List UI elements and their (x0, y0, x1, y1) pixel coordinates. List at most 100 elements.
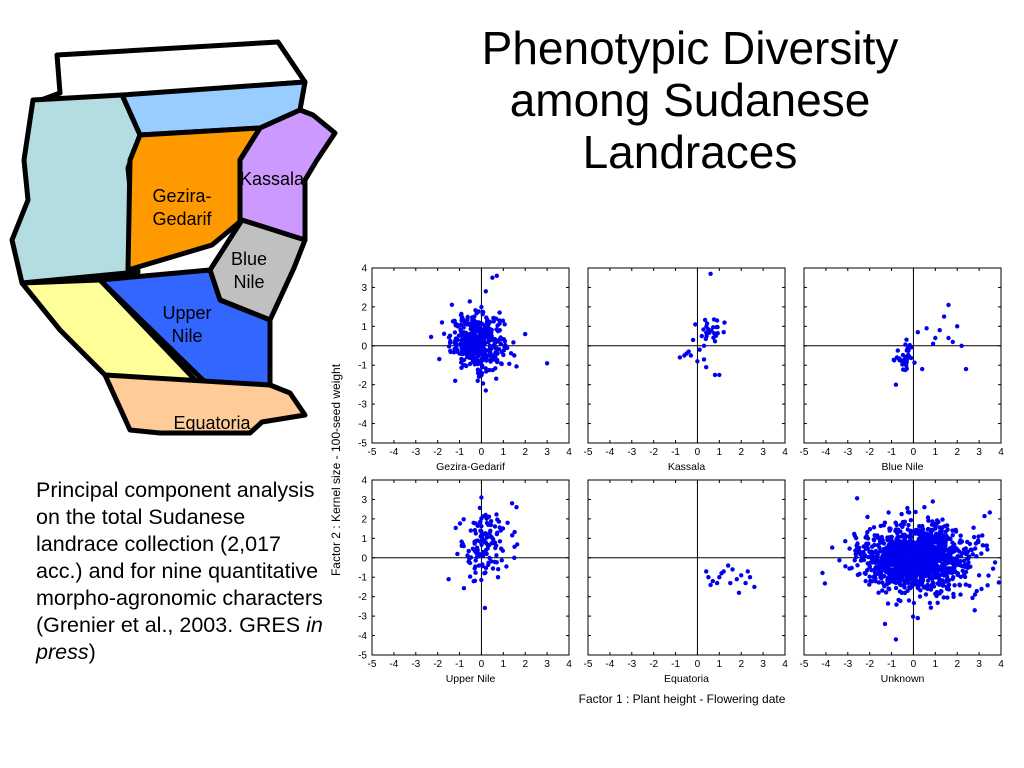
data-point (902, 590, 908, 596)
data-point (915, 330, 920, 335)
y-tick-label: 1 (361, 534, 367, 545)
x-tick-label: 2 (954, 447, 960, 458)
data-point (901, 571, 906, 576)
data-point (712, 339, 718, 344)
data-point (952, 583, 957, 588)
data-point (904, 556, 909, 562)
data-point (473, 539, 478, 544)
data-point (922, 538, 927, 543)
data-point (936, 575, 941, 581)
data-point (890, 574, 896, 579)
map-label: Upper (162, 303, 211, 323)
data-point (904, 576, 909, 581)
data-point (441, 331, 447, 336)
data-point (934, 590, 940, 595)
data-point (908, 573, 914, 578)
data-point (885, 535, 890, 540)
data-point (857, 571, 862, 577)
x-tick-label: -4 (389, 447, 398, 458)
panel-name: Blue Nile (881, 461, 923, 473)
data-point (933, 552, 939, 557)
data-point (906, 354, 911, 359)
data-point (484, 353, 489, 358)
data-point (953, 559, 958, 564)
data-point (930, 519, 935, 524)
data-point (924, 326, 929, 331)
data-point (514, 505, 519, 510)
data-point (475, 370, 481, 376)
data-point (941, 553, 946, 558)
data-point (936, 549, 941, 554)
x-tick-label: -2 (865, 659, 874, 670)
data-point (512, 529, 517, 535)
data-point (490, 566, 496, 571)
data-point (446, 577, 451, 582)
data-point (913, 575, 919, 580)
data-point (461, 357, 467, 363)
data-point (937, 525, 942, 530)
x-tick-label: -4 (821, 447, 830, 458)
data-point (985, 583, 990, 588)
data-point (931, 566, 936, 571)
data-point (847, 566, 852, 571)
data-point (715, 324, 720, 330)
data-point (970, 552, 975, 557)
x-tick-label: -3 (627, 447, 636, 458)
data-point (714, 318, 720, 323)
data-point (955, 324, 960, 329)
data-point (990, 566, 996, 571)
data-point (859, 557, 865, 562)
data-point (490, 367, 495, 373)
data-point (942, 543, 947, 548)
data-point (898, 582, 903, 588)
data-point (953, 529, 959, 534)
data-point (992, 560, 998, 565)
data-point (976, 534, 981, 539)
data-point (880, 588, 885, 593)
data-point (461, 330, 467, 335)
data-point (951, 591, 956, 597)
data-point (449, 302, 455, 307)
data-point (986, 573, 991, 578)
y-axis-label: Factor 2 : Kernel size - 100-seed weight (329, 363, 343, 576)
data-point (706, 575, 711, 580)
y-tick-label: 4 (361, 264, 367, 275)
data-point (944, 578, 949, 584)
data-point (499, 558, 504, 563)
data-point (923, 592, 929, 597)
data-point (499, 361, 504, 367)
x-tick-label: 0 (479, 447, 485, 458)
x-tick-label: 3 (760, 447, 766, 458)
data-point (911, 600, 917, 606)
data-point (872, 542, 877, 548)
data-point (752, 584, 757, 590)
scatter-panel: -5 -4 -3 -2 -1 0 1 2 3 4 4 3 2 1 0 -1 -2 -3 -4 -5 Gezira-Ged… (358, 264, 572, 474)
data-point (950, 576, 955, 582)
data-point (507, 361, 512, 366)
x-tick-label: -5 (584, 659, 593, 670)
data-point (497, 539, 503, 544)
data-point (881, 541, 887, 546)
data-point (494, 273, 499, 278)
data-point (908, 345, 914, 350)
data-point (946, 302, 951, 308)
data-point (962, 558, 967, 564)
data-point (945, 527, 950, 532)
data-point (460, 351, 466, 357)
data-point (930, 341, 936, 346)
data-point (479, 304, 484, 310)
data-point (459, 341, 465, 347)
data-point (961, 547, 967, 552)
data-point (472, 566, 477, 571)
data-point (736, 590, 742, 595)
y-tick-label: -2 (358, 380, 367, 391)
data-point (906, 580, 911, 586)
data-point (887, 563, 893, 568)
y-tick-label: -2 (358, 592, 367, 603)
data-point (725, 563, 731, 568)
data-point (852, 531, 857, 537)
x-tick-label: 2 (522, 659, 528, 670)
data-point (944, 556, 950, 562)
data-point (730, 567, 735, 572)
